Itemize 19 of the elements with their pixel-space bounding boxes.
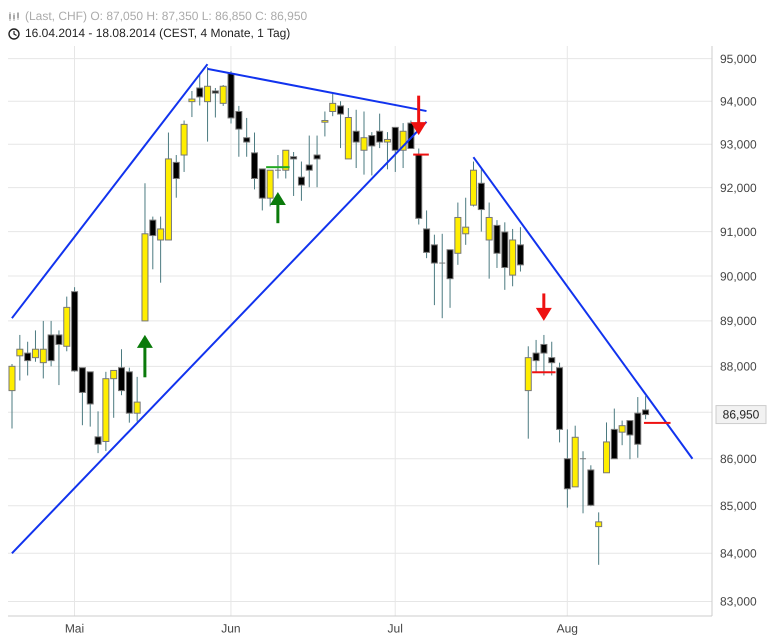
text: 86,950 xyxy=(722,408,760,422)
x-tick-label: Jul xyxy=(388,622,403,636)
y-tick-label: 95,000 xyxy=(720,52,758,66)
y-tick-label: 90,000 xyxy=(720,269,758,284)
chart-subtitle: 16.04.2014 - 18.08.2014 (CEST, 4 Monate, 1 Tag) xyxy=(25,25,290,42)
chart-title: (Last, CHF) O: 87,050 H: 87,350 L: 86,850 C: 86,950 xyxy=(25,8,308,25)
y-tick-label: 91,000 xyxy=(720,224,758,239)
y-tick-label: 85,000 xyxy=(720,499,758,513)
x-tick-label: Mai xyxy=(64,622,84,636)
y-tick-label: 93,000 xyxy=(720,137,758,152)
y-tick-label: 94,000 xyxy=(720,94,758,108)
y-tick-label: 84,000 xyxy=(720,546,758,561)
y-tick-label: 88,000 xyxy=(720,360,758,374)
y-tick-label: 83,000 xyxy=(720,594,758,609)
y-tick-label: 92,000 xyxy=(720,180,758,195)
y-tick-label: 86,000 xyxy=(720,452,758,466)
y-tick-label: 89,000 xyxy=(720,314,758,328)
x-tick-label: Aug xyxy=(556,622,578,636)
x-tick-label: Jun xyxy=(221,622,241,636)
